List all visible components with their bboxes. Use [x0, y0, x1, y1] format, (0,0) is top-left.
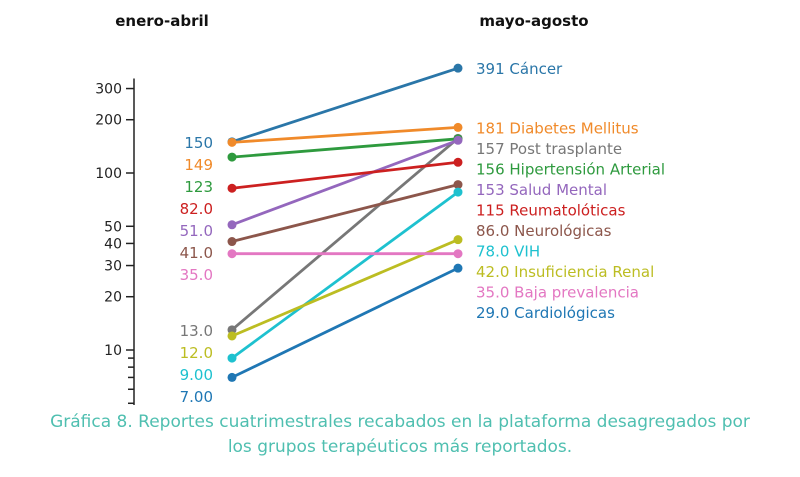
right-value-label-4: 153 Salud Mental [476, 181, 607, 199]
series-point-end-0 [453, 63, 463, 73]
series-point-end-5 [453, 157, 463, 167]
series-line-4 [231, 138, 459, 227]
left-value-label-1: 149 [184, 156, 213, 174]
y-tick-label-200: 200 [95, 113, 122, 129]
right-value-label-5: 115 Reumatolóticas [476, 201, 626, 219]
series-point-end-8 [453, 235, 463, 245]
right-value-label-3: 156 Hipertensión Arterial [476, 160, 665, 178]
series-line-5 [231, 160, 459, 190]
left-value-label-9: 35.0 [180, 266, 213, 284]
series-point-start-5 [227, 183, 237, 193]
series-point-end-10 [453, 263, 463, 273]
series-line-0 [231, 66, 459, 144]
series-line-10 [231, 266, 459, 379]
left-value-label-3: 123 [184, 178, 213, 196]
y-tick-label-10: 10 [104, 343, 122, 359]
series-line-7 [231, 190, 459, 360]
series-point-start-6 [227, 237, 237, 247]
series-point-start-7 [227, 353, 237, 363]
series-point-start-4 [227, 220, 237, 230]
series-point-end-9 [453, 249, 463, 259]
series-point-end-1 [453, 122, 463, 132]
left-value-label-0: 150 [184, 134, 213, 152]
column-header-1: mayo-agosto [479, 12, 588, 30]
series-line-1 [231, 125, 459, 144]
y-tick-label-100: 100 [95, 166, 122, 182]
y-tick-label-30: 30 [104, 259, 122, 275]
series-line-6 [231, 183, 459, 243]
right-value-label-10: 29.0 Cardiológicas [476, 304, 615, 322]
series-point-start-1 [227, 137, 237, 147]
series-line-3 [231, 137, 459, 159]
left-value-label-6: 41.0 [180, 244, 213, 262]
series-point-start-8 [227, 331, 237, 341]
series-point-end-6 [453, 180, 463, 190]
right-value-label-6: 86.0 Neurológicas [476, 222, 612, 240]
series-point-start-3 [227, 152, 237, 162]
left-value-label-7: 9.00 [180, 366, 213, 384]
series-line-2 [231, 137, 459, 331]
series-point-start-10 [227, 372, 237, 382]
right-value-label-7: 78.0 VIH [476, 242, 540, 260]
left-value-label-8: 12.0 [180, 344, 213, 362]
left-value-label-2: 13.0 [180, 322, 213, 340]
caption-line-1: Gráfica 8. Reportes cuatrimestrales reca… [50, 412, 750, 432]
right-value-label-8: 42.0 Insuficiencia Renal [476, 263, 654, 281]
right-value-label-1: 181 Diabetes Mellitus [476, 119, 639, 137]
y-tick-label-50: 50 [104, 219, 122, 235]
series-point-start-2 [227, 325, 237, 335]
column-header-0: enero-abril [115, 12, 209, 30]
series-line-8 [231, 238, 459, 338]
right-value-label-0: 391 Cáncer [476, 60, 563, 78]
series-point-end-7 [453, 187, 463, 197]
series-point-start-9 [227, 249, 237, 259]
figure-caption: Gráfica 8. Reportes cuatrimestrales reca… [0, 410, 800, 460]
caption-line-2: los grupos terapéuticos más reportados. [227, 437, 573, 457]
series-point-end-4 [453, 135, 463, 145]
right-value-label-2: 157 Post trasplante [476, 140, 622, 158]
y-tick-label-300: 300 [95, 82, 122, 98]
y-tick-label-20: 20 [104, 290, 122, 306]
y-tick-label-40: 40 [104, 236, 122, 252]
left-value-label-4: 51.0 [180, 222, 213, 240]
left-value-label-5: 82.0 [180, 200, 213, 218]
left-value-label-10: 7.00 [180, 388, 213, 405]
right-value-label-9: 35.0 Baja prevalencia [476, 283, 639, 301]
